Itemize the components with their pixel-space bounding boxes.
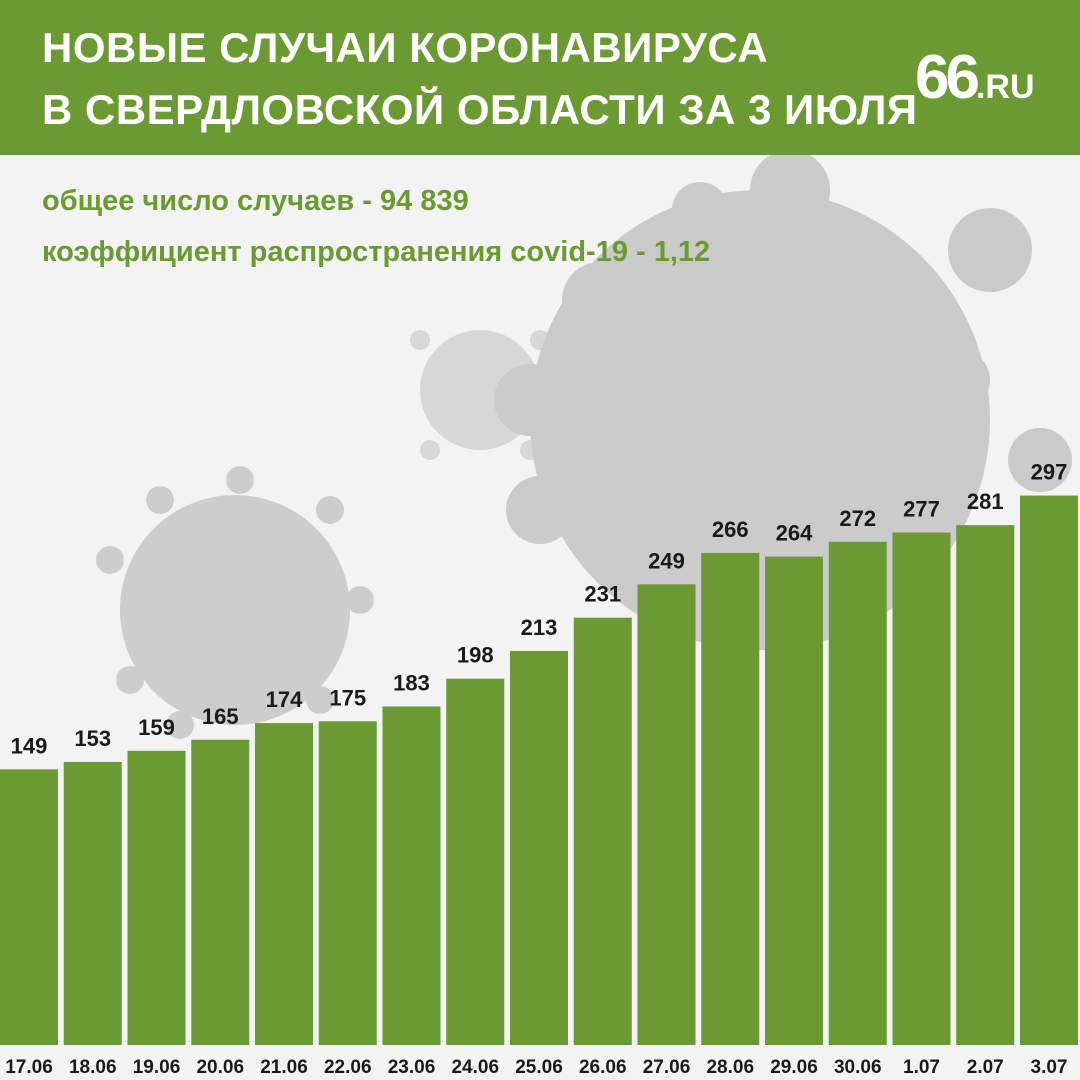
bar-3.07 xyxy=(1020,495,1078,1045)
category-label-1.07: 1.07 xyxy=(903,1057,940,1078)
category-label-17.06: 17.06 xyxy=(5,1057,53,1078)
value-label-24.06: 198 xyxy=(457,643,494,668)
value-label-30.06: 272 xyxy=(839,506,876,531)
value-label-27.06: 249 xyxy=(648,548,685,573)
virus-illustration-small-left xyxy=(96,466,374,739)
value-label-2.07: 281 xyxy=(967,489,1004,514)
value-label-21.06: 174 xyxy=(266,687,303,712)
value-label-23.06: 183 xyxy=(393,670,430,695)
category-label-30.06: 30.06 xyxy=(834,1057,882,1078)
bar-17.06 xyxy=(0,769,58,1045)
bar-18.06 xyxy=(63,761,122,1045)
bar-27.06 xyxy=(637,584,696,1045)
value-label-25.06: 213 xyxy=(521,615,558,640)
page-title-line-1: НОВЫЕ СЛУЧАИ КОРОНАВИРУСА xyxy=(42,24,769,71)
bar-23.06 xyxy=(382,706,441,1045)
bar-30.06 xyxy=(828,541,887,1045)
value-label-26.06: 231 xyxy=(584,582,621,607)
value-label-19.06: 159 xyxy=(138,715,175,740)
value-label-17.06: 149 xyxy=(11,733,48,758)
bar-26.06 xyxy=(573,617,632,1045)
category-label-2.07: 2.07 xyxy=(967,1057,1004,1078)
category-label-25.06: 25.06 xyxy=(515,1057,563,1078)
value-label-3.07: 297 xyxy=(1031,460,1068,485)
virus-illustration-small-middle xyxy=(410,330,550,460)
bar-1.07 xyxy=(892,532,951,1045)
value-label-28.06: 266 xyxy=(712,517,749,542)
category-label-20.06: 20.06 xyxy=(196,1057,244,1078)
bar-25.06 xyxy=(510,650,568,1045)
category-label-28.06: 28.06 xyxy=(706,1057,754,1078)
category-label-18.06: 18.06 xyxy=(69,1057,117,1078)
value-label-1.07: 277 xyxy=(903,497,940,522)
logo-number: 66 xyxy=(915,43,980,112)
value-label-29.06: 264 xyxy=(776,521,813,546)
bar-20.06 xyxy=(191,739,250,1045)
category-label-27.06: 27.06 xyxy=(643,1057,691,1078)
virus-illustration-large xyxy=(494,150,1072,650)
value-label-22.06: 175 xyxy=(329,685,366,710)
value-label-20.06: 165 xyxy=(202,704,239,729)
value-label-18.06: 153 xyxy=(74,726,111,751)
category-label-3.07: 3.07 xyxy=(1031,1057,1068,1078)
page-title-line-2: В СВЕРДЛОВСКОЙ ОБЛАСТИ ЗА 3 ИЮЛЯ xyxy=(42,86,918,133)
category-label-21.06: 21.06 xyxy=(260,1057,308,1078)
category-label-23.06: 23.06 xyxy=(388,1057,436,1078)
category-label-29.06: 29.06 xyxy=(770,1057,818,1078)
logo-66ru: 66.RU xyxy=(915,42,1035,113)
bar-2.07 xyxy=(956,525,1015,1045)
bar-29.06 xyxy=(765,556,823,1045)
total-cases-text: общее число случаев - 94 839 xyxy=(42,185,469,217)
spread-coefficient-text: коэффициент распространения covid-19 - 1… xyxy=(42,236,711,268)
category-label-22.06: 22.06 xyxy=(324,1057,372,1078)
logo-domain: .RU xyxy=(975,68,1035,106)
bar-21.06 xyxy=(255,723,313,1045)
bar-24.06 xyxy=(446,678,505,1045)
header-banner: НОВЫЕ СЛУЧАИ КОРОНАВИРУСА В СВЕРДЛОВСКОЙ… xyxy=(0,0,1080,155)
category-label-26.06: 26.06 xyxy=(579,1057,627,1078)
category-label-19.06: 19.06 xyxy=(133,1057,181,1078)
bar-28.06 xyxy=(701,552,760,1045)
bar-19.06 xyxy=(127,750,186,1045)
bar-22.06 xyxy=(318,721,377,1045)
category-label-24.06: 24.06 xyxy=(451,1057,499,1078)
